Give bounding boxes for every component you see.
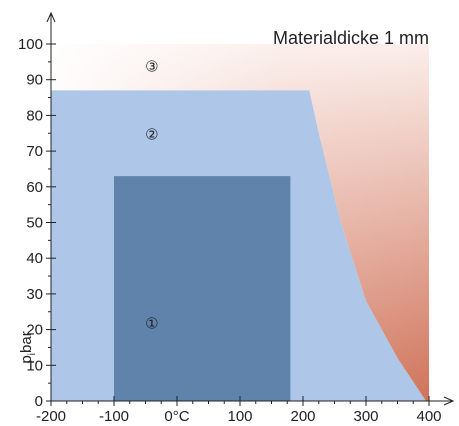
zones-layer bbox=[51, 44, 429, 402]
x-axis-arrow bbox=[443, 396, 455, 406]
zone-1-label: ① bbox=[145, 315, 158, 332]
zone-3-label: ③ bbox=[145, 58, 158, 75]
y-tick-label: 60 bbox=[26, 179, 43, 196]
chart-title: Materialdicke 1 mm bbox=[273, 28, 429, 48]
y-tick-label: 0 bbox=[35, 393, 43, 410]
x-tick-label: -100 bbox=[99, 408, 129, 425]
axes-layer: 0 10 20 30 40 50 60 70 80 90 100 -200 -100 0°C 100 200 3… bbox=[18, 11, 455, 425]
zone-2-label: ② bbox=[145, 126, 158, 143]
x-tick-label: 100 bbox=[227, 408, 252, 425]
y-tick-label: 80 bbox=[26, 107, 43, 124]
y-tick-label: 10 bbox=[26, 357, 43, 374]
y-tick-label: 40 bbox=[26, 250, 43, 267]
labels-layer: ① ② ③ bbox=[145, 58, 158, 332]
x-tick-label: 400 bbox=[416, 408, 441, 425]
zone-3-fade bbox=[51, 44, 429, 401]
y-tick-label: 70 bbox=[26, 143, 43, 160]
x-tick-label: 300 bbox=[353, 408, 378, 425]
x-tick-label: -200 bbox=[36, 408, 66, 425]
x-tick-label: 0°C bbox=[164, 408, 189, 425]
y-tick-label: 100 bbox=[18, 36, 43, 53]
y-axis-arrow bbox=[46, 11, 56, 23]
y-tick-label: 90 bbox=[26, 72, 43, 89]
y-tick-label: 30 bbox=[26, 286, 43, 303]
y-tick-label: 20 bbox=[26, 322, 43, 339]
y-axis-label: pibar bbox=[18, 331, 38, 363]
zone-1-area bbox=[114, 176, 291, 401]
x-tick-label: 200 bbox=[290, 408, 315, 425]
y-tick-label: 50 bbox=[26, 215, 43, 232]
